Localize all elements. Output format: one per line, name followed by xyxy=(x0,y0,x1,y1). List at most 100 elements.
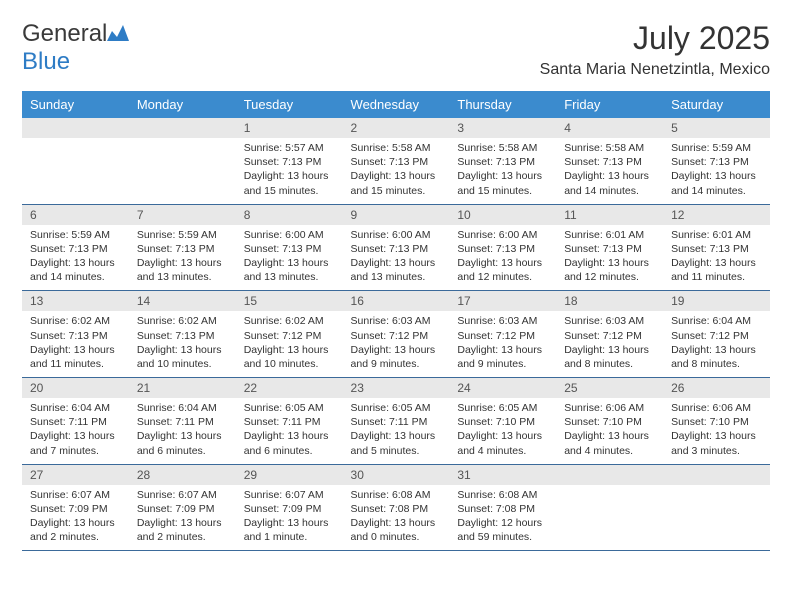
day-number: 22 xyxy=(236,378,343,398)
sunset-line: Sunset: 7:13 PM xyxy=(137,329,228,343)
daylight-line: Daylight: 13 hours and 2 minutes. xyxy=(137,516,228,544)
daylight-line: Daylight: 13 hours and 13 minutes. xyxy=(351,256,442,284)
day-number: 12 xyxy=(663,205,770,225)
calendar-cell: 19Sunrise: 6:04 AMSunset: 7:12 PMDayligh… xyxy=(663,291,770,378)
sunset-line: Sunset: 7:13 PM xyxy=(137,242,228,256)
day-number: 8 xyxy=(236,205,343,225)
sunset-line: Sunset: 7:11 PM xyxy=(351,415,442,429)
calendar-cell: 5Sunrise: 5:59 AMSunset: 7:13 PMDaylight… xyxy=(663,118,770,204)
sunrise-line: Sunrise: 6:04 AM xyxy=(137,401,228,415)
day-content: Sunrise: 6:00 AMSunset: 7:13 PMDaylight:… xyxy=(236,225,343,291)
title-block: July 2025 Santa Maria Nenetzintla, Mexic… xyxy=(540,20,770,83)
brand-part1: General xyxy=(22,20,107,47)
calendar-row: 27Sunrise: 6:07 AMSunset: 7:09 PMDayligh… xyxy=(22,464,770,551)
daylight-line: Daylight: 13 hours and 15 minutes. xyxy=(351,169,442,197)
day-number: 13 xyxy=(22,291,129,311)
weekday-header: Tuesday xyxy=(236,91,343,118)
day-number: 21 xyxy=(129,378,236,398)
calendar-cell: 20Sunrise: 6:04 AMSunset: 7:11 PMDayligh… xyxy=(22,378,129,465)
day-number: 19 xyxy=(663,291,770,311)
sunset-line: Sunset: 7:11 PM xyxy=(244,415,335,429)
day-content: Sunrise: 6:00 AMSunset: 7:13 PMDaylight:… xyxy=(449,225,556,291)
weekday-header: Saturday xyxy=(663,91,770,118)
weekday-header: Monday xyxy=(129,91,236,118)
day-number: 5 xyxy=(663,118,770,138)
sunrise-line: Sunrise: 6:07 AM xyxy=(137,488,228,502)
sunrise-line: Sunrise: 6:00 AM xyxy=(351,228,442,242)
day-number-empty xyxy=(129,118,236,138)
calendar-cell: 3Sunrise: 5:58 AMSunset: 7:13 PMDaylight… xyxy=(449,118,556,204)
sunrise-line: Sunrise: 6:02 AM xyxy=(244,314,335,328)
daylight-line: Daylight: 13 hours and 12 minutes. xyxy=(457,256,548,284)
sunset-line: Sunset: 7:09 PM xyxy=(244,502,335,516)
day-content: Sunrise: 6:08 AMSunset: 7:08 PMDaylight:… xyxy=(449,485,556,551)
sunset-line: Sunset: 7:13 PM xyxy=(244,242,335,256)
day-number: 23 xyxy=(343,378,450,398)
daylight-line: Daylight: 13 hours and 8 minutes. xyxy=(671,343,762,371)
calendar-cell: 14Sunrise: 6:02 AMSunset: 7:13 PMDayligh… xyxy=(129,291,236,378)
day-number: 1 xyxy=(236,118,343,138)
day-content: Sunrise: 6:03 AMSunset: 7:12 PMDaylight:… xyxy=(556,311,663,377)
day-number: 26 xyxy=(663,378,770,398)
day-number: 31 xyxy=(449,465,556,485)
sunrise-line: Sunrise: 6:06 AM xyxy=(671,401,762,415)
day-number: 15 xyxy=(236,291,343,311)
sunrise-line: Sunrise: 6:07 AM xyxy=(244,488,335,502)
calendar-cell: 10Sunrise: 6:00 AMSunset: 7:13 PMDayligh… xyxy=(449,204,556,291)
sunset-line: Sunset: 7:09 PM xyxy=(137,502,228,516)
sunset-line: Sunset: 7:09 PM xyxy=(30,502,121,516)
calendar-cell: 30Sunrise: 6:08 AMSunset: 7:08 PMDayligh… xyxy=(343,464,450,551)
calendar-cell: 24Sunrise: 6:05 AMSunset: 7:10 PMDayligh… xyxy=(449,378,556,465)
calendar-cell: 27Sunrise: 6:07 AMSunset: 7:09 PMDayligh… xyxy=(22,464,129,551)
sunrise-line: Sunrise: 6:02 AM xyxy=(30,314,121,328)
calendar-cell: 29Sunrise: 6:07 AMSunset: 7:09 PMDayligh… xyxy=(236,464,343,551)
day-content: Sunrise: 5:58 AMSunset: 7:13 PMDaylight:… xyxy=(343,138,450,204)
sunrise-line: Sunrise: 5:58 AM xyxy=(351,141,442,155)
sunset-line: Sunset: 7:13 PM xyxy=(351,242,442,256)
calendar-cell xyxy=(22,118,129,204)
day-content: Sunrise: 6:02 AMSunset: 7:13 PMDaylight:… xyxy=(22,311,129,377)
sunset-line: Sunset: 7:08 PM xyxy=(351,502,442,516)
calendar-cell: 23Sunrise: 6:05 AMSunset: 7:11 PMDayligh… xyxy=(343,378,450,465)
daylight-line: Daylight: 13 hours and 15 minutes. xyxy=(244,169,335,197)
sunrise-line: Sunrise: 5:59 AM xyxy=(30,228,121,242)
sunset-line: Sunset: 7:10 PM xyxy=(564,415,655,429)
sunset-line: Sunset: 7:13 PM xyxy=(30,329,121,343)
weekday-header: Wednesday xyxy=(343,91,450,118)
sunrise-line: Sunrise: 5:58 AM xyxy=(457,141,548,155)
sunset-line: Sunset: 7:12 PM xyxy=(457,329,548,343)
day-content: Sunrise: 6:05 AMSunset: 7:11 PMDaylight:… xyxy=(236,398,343,464)
calendar-cell: 12Sunrise: 6:01 AMSunset: 7:13 PMDayligh… xyxy=(663,204,770,291)
daylight-line: Daylight: 13 hours and 9 minutes. xyxy=(351,343,442,371)
daylight-line: Daylight: 13 hours and 4 minutes. xyxy=(457,429,548,457)
sunrise-line: Sunrise: 6:01 AM xyxy=(671,228,762,242)
page-title: July 2025 xyxy=(540,20,770,57)
daylight-line: Daylight: 13 hours and 9 minutes. xyxy=(457,343,548,371)
day-content: Sunrise: 6:05 AMSunset: 7:11 PMDaylight:… xyxy=(343,398,450,464)
day-content: Sunrise: 6:07 AMSunset: 7:09 PMDaylight:… xyxy=(129,485,236,551)
sunrise-line: Sunrise: 6:08 AM xyxy=(457,488,548,502)
calendar-cell: 15Sunrise: 6:02 AMSunset: 7:12 PMDayligh… xyxy=(236,291,343,378)
day-number: 9 xyxy=(343,205,450,225)
sunset-line: Sunset: 7:11 PM xyxy=(30,415,121,429)
daylight-line: Daylight: 13 hours and 11 minutes. xyxy=(671,256,762,284)
sunset-line: Sunset: 7:13 PM xyxy=(30,242,121,256)
sunrise-line: Sunrise: 5:57 AM xyxy=(244,141,335,155)
sunrise-line: Sunrise: 6:03 AM xyxy=(564,314,655,328)
calendar-cell xyxy=(556,464,663,551)
day-number: 24 xyxy=(449,378,556,398)
weekday-header-row: Sunday Monday Tuesday Wednesday Thursday… xyxy=(22,91,770,118)
daylight-line: Daylight: 13 hours and 4 minutes. xyxy=(564,429,655,457)
day-content: Sunrise: 5:59 AMSunset: 7:13 PMDaylight:… xyxy=(129,225,236,291)
calendar-table: Sunday Monday Tuesday Wednesday Thursday… xyxy=(22,91,770,551)
day-content: Sunrise: 5:58 AMSunset: 7:13 PMDaylight:… xyxy=(449,138,556,204)
calendar-cell: 31Sunrise: 6:08 AMSunset: 7:08 PMDayligh… xyxy=(449,464,556,551)
sunset-line: Sunset: 7:12 PM xyxy=(351,329,442,343)
day-number-empty xyxy=(663,465,770,485)
sunrise-line: Sunrise: 6:05 AM xyxy=(457,401,548,415)
sunset-line: Sunset: 7:13 PM xyxy=(457,242,548,256)
sunset-line: Sunset: 7:13 PM xyxy=(564,242,655,256)
sunset-line: Sunset: 7:13 PM xyxy=(351,155,442,169)
day-number: 16 xyxy=(343,291,450,311)
day-content: Sunrise: 5:59 AMSunset: 7:13 PMDaylight:… xyxy=(22,225,129,291)
